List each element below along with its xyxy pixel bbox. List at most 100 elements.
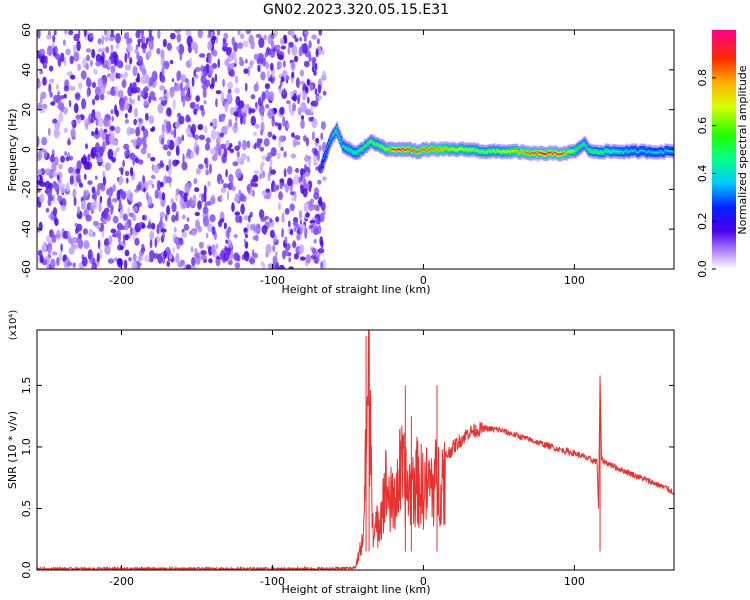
- heatmap-noise-cell: [132, 214, 137, 222]
- heatmap-ridge-core: [571, 150, 575, 153]
- heatmap-ridge-core: [628, 150, 632, 153]
- heatmap-noise-cell: [297, 106, 303, 115]
- heatmap-noise-cell: [315, 217, 319, 224]
- heatmap-noise-cell: [110, 206, 113, 216]
- heatmap-noise-cell: [49, 155, 56, 163]
- heatmap-ridge-core: [618, 150, 622, 153]
- heatmap-ridge-core: [671, 150, 674, 153]
- heatmap-noise-cell: [209, 196, 216, 205]
- heatmap-noise-cell: [223, 251, 230, 262]
- heatmap-noise-cell: [48, 65, 54, 72]
- heatmap-noise-cell: [210, 122, 213, 127]
- heatmap-ridge-core: [495, 149, 499, 152]
- heatmap-noise-cell: [85, 78, 92, 88]
- heatmap-noise-cell: [60, 52, 65, 63]
- heatmap-ridge-core: [429, 148, 433, 151]
- heatmap-noise-cell: [169, 87, 175, 98]
- heatmap-noise-cell: [73, 51, 80, 62]
- heatmap-noise-cell: [159, 211, 165, 219]
- heatmap-ridge-core: [467, 149, 471, 152]
- heatmap-noise-cell: [268, 77, 273, 82]
- heatmap-noise-cell: [269, 229, 275, 239]
- heatmap-noise-cell: [39, 108, 46, 114]
- heatmap-noise-cell: [278, 264, 285, 269]
- heatmap-noise-cell: [136, 184, 142, 191]
- heatmap-noise-cell: [270, 32, 275, 40]
- heatmap-noise-cell: [174, 82, 181, 92]
- heatmap-noise-cell: [223, 147, 228, 158]
- heatmap-noise-cell: [162, 232, 165, 239]
- heatmap-noise-cell: [103, 128, 108, 133]
- heatmap-noise-cell: [169, 32, 176, 40]
- heatmap-noise-cell: [308, 40, 312, 49]
- heatmap-noise-cell: [293, 253, 299, 260]
- heatmap-noise-cell: [141, 42, 148, 50]
- heatmap-noise-cell: [194, 211, 200, 217]
- heatmap-noise-cell: [262, 263, 266, 269]
- heatmap-noise-cell: [97, 117, 104, 128]
- heatmap-noise-cell: [185, 114, 190, 123]
- heatmap-noise-cell: [309, 219, 316, 224]
- heatmap-noise-cell: [224, 58, 230, 67]
- heatmap-ridge-core: [600, 151, 604, 154]
- heatmap-noise-cell: [299, 69, 305, 77]
- heatmap-noise-cell: [190, 151, 195, 159]
- heatmap-ridge-core: [464, 148, 468, 151]
- heatmap-noise-cell: [268, 91, 275, 101]
- heatmap-y-tick-label: 40: [20, 63, 33, 77]
- heatmap-noise-cell: [95, 61, 102, 67]
- heatmap-noise-cell: [91, 263, 96, 269]
- heatmap-noise-cell: [110, 44, 114, 50]
- heatmap-noise-cell: [308, 185, 312, 193]
- colorbar: 0.0 0.2 0.4 0.6 0.8 Normalized spectral ampl…: [696, 30, 749, 278]
- heatmap-noise-cell: [261, 113, 264, 122]
- heatmap-noise-cell: [184, 77, 189, 84]
- heatmap-ridge-core: [517, 151, 521, 154]
- heatmap-noise-cell: [185, 127, 191, 135]
- heatmap-noise-cell: [253, 53, 259, 61]
- heatmap-noise-cell: [238, 189, 241, 195]
- heatmap-noise-cell: [136, 72, 140, 81]
- heatmap-ridge-core: [630, 149, 634, 152]
- heatmap-noise-cell: [291, 195, 295, 202]
- heatmap-noise-cell: [195, 66, 201, 72]
- heatmap-noise-cell: [68, 166, 74, 174]
- heatmap-noise-cell: [38, 48, 46, 56]
- heatmap-noise-cell: [54, 156, 59, 166]
- heatmap-ridge-core: [532, 151, 536, 154]
- heatmap-noise-cell: [46, 189, 53, 198]
- heatmap-noise-cell: [228, 143, 233, 148]
- heatmap-noise-cell: [56, 256, 60, 266]
- heatmap-noise-cell: [175, 137, 179, 148]
- heatmap-noise-cell: [51, 162, 57, 173]
- heatmap-noise-cell: [220, 186, 227, 194]
- heatmap-noise-cell: [85, 189, 89, 197]
- heatmap-noise-cell: [105, 135, 109, 147]
- heatmap-noise-cell: [85, 214, 92, 222]
- heatmap-noise-cell: [311, 117, 318, 129]
- heatmap-noise-cell: [232, 161, 239, 167]
- heatmap-noise-cell: [107, 148, 114, 160]
- heatmap-noise-cell: [45, 34, 52, 40]
- heatmap-noise-cell: [148, 258, 154, 263]
- heatmap-noise-cell: [152, 165, 159, 173]
- heatmap-noise-cell: [108, 186, 114, 197]
- heatmap-noise-cell: [208, 258, 213, 264]
- heatmap-noise-cell: [171, 78, 175, 83]
- heatmap-noise-cell: [228, 173, 234, 183]
- heatmap-noise-cell: [52, 193, 56, 203]
- heatmap-noise-cell: [90, 112, 94, 124]
- heatmap-noise-cell: [47, 197, 52, 207]
- heatmap-noise-cell: [44, 168, 52, 176]
- heatmap-noise-cell: [73, 33, 80, 42]
- heatmap-noise-cell: [234, 145, 240, 151]
- heatmap-noise-cell: [148, 115, 155, 124]
- heatmap-noise-cell: [207, 180, 211, 187]
- heatmap-noise-cell: [256, 138, 261, 149]
- heatmap-ridge-core: [520, 150, 524, 153]
- heatmap-noise-cell: [63, 56, 67, 66]
- heatmap-ridge-core: [491, 149, 495, 152]
- heatmap-noise-cell: [39, 181, 46, 187]
- heatmap-ridge-core: [551, 152, 555, 155]
